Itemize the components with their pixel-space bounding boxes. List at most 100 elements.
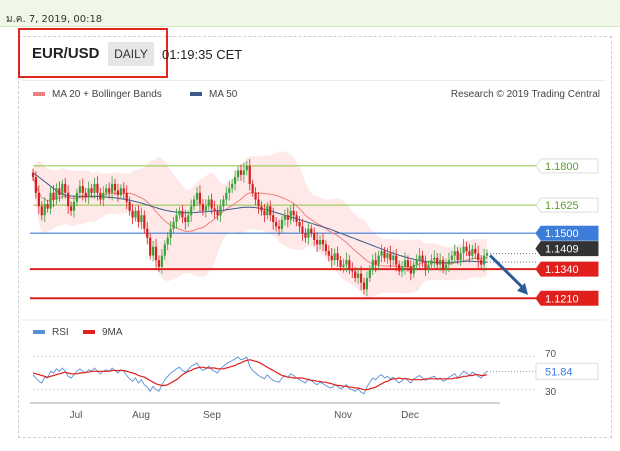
candle-body: [395, 255, 398, 265]
level-tag-bg: [535, 225, 599, 241]
candle-body: [307, 228, 310, 238]
forecast-arrow-shaft: [488, 254, 527, 291]
candle-body: [137, 210, 140, 222]
candle-body: [304, 233, 307, 238]
candle-body: [163, 244, 166, 256]
candle-body: [424, 262, 427, 270]
candle-body: [236, 170, 240, 178]
candle-body: [447, 260, 451, 265]
candle-body: [181, 210, 184, 218]
candle-body: [427, 264, 430, 270]
rsi-legend-swatch: [33, 330, 45, 334]
candle-body: [310, 228, 313, 234]
candle-body: [192, 199, 196, 207]
candle-body: [383, 251, 386, 258]
level-tag-bg: [535, 241, 599, 257]
candle-body: [374, 260, 377, 265]
candle-body: [69, 206, 73, 211]
candle-body: [482, 255, 486, 265]
candle-body: [251, 183, 254, 193]
candle-body: [333, 253, 336, 261]
candle-body: [207, 199, 210, 207]
candle-body: [72, 201, 76, 211]
candle-body: [336, 253, 339, 261]
candle-body: [31, 172, 35, 178]
candle-body: [222, 199, 225, 207]
candle-body: [412, 264, 415, 274]
clock-time: 01:19:35 CET: [162, 47, 243, 62]
candle-body: [380, 251, 383, 256]
candle-body: [34, 177, 38, 193]
candle-body: [260, 206, 263, 211]
level-tag-text: 1.1500: [545, 228, 579, 240]
candle-body: [477, 253, 480, 261]
candle-body: [128, 201, 131, 211]
ma9-legend-label: 9MA: [102, 327, 123, 338]
candle-body: [354, 271, 357, 279]
ma9-legend-swatch: [83, 330, 95, 334]
candle-body: [339, 260, 342, 267]
candle-body: [409, 266, 412, 274]
period-badge[interactable]: DAILY: [108, 42, 154, 66]
candle-body: [99, 192, 102, 200]
candle-body: [90, 188, 93, 193]
candle-body: [96, 183, 99, 193]
legend-ma20-label: MA 20 + Bollinger Bands: [52, 89, 162, 100]
timestamp: ม.ค. 7, 2019, 00:18: [6, 14, 103, 25]
candle-body: [116, 190, 120, 196]
level-tag-bg: [535, 290, 599, 306]
candle-body: [52, 192, 55, 200]
x-tick-aug: Aug: [132, 410, 150, 421]
candle-body: [359, 273, 363, 283]
candle-body: [40, 206, 43, 216]
candle-body: [292, 210, 295, 216]
rsi-last-tag: 51.84: [535, 362, 599, 380]
candle-body: [78, 186, 81, 193]
x-tick-nov: Nov: [334, 410, 352, 421]
level-tag-bg: [535, 261, 599, 277]
candle-body: [64, 183, 67, 193]
candle-body: [178, 210, 181, 216]
candle-body: [418, 255, 421, 261]
rsi-plot: 51.84: [32, 355, 599, 395]
bollinger-band: [33, 151, 487, 298]
candle-body: [75, 192, 79, 202]
candle-body: [377, 255, 380, 265]
candle-body: [266, 206, 269, 216]
candle-body: [151, 246, 155, 256]
candle-body: [444, 264, 448, 270]
candle-body: [149, 237, 152, 256]
candle-body: [225, 192, 228, 200]
candle-body: [160, 255, 163, 267]
candle-body: [453, 251, 456, 256]
level-tag-text: 1.1800: [545, 161, 579, 173]
candle-body: [210, 199, 213, 209]
candle-body: [357, 273, 360, 279]
candle-body: [371, 260, 374, 270]
candle-body: [330, 255, 333, 261]
level-tag-bg: [535, 197, 599, 213]
candle-body: [450, 255, 453, 261]
level-tag-text: 1.1625: [545, 200, 579, 212]
candle-body: [462, 246, 465, 254]
level-tag-5: 1.1340: [535, 261, 599, 277]
level-tag-bg: [535, 158, 599, 174]
candle-body: [239, 170, 243, 175]
candle-body: [362, 282, 366, 290]
candle-body: [190, 206, 193, 216]
candle-body: [228, 188, 231, 193]
candle-body: [389, 253, 392, 261]
candle-body: [37, 192, 40, 207]
candle-body: [313, 233, 316, 240]
candle-body: [125, 192, 128, 202]
candle-body: [43, 204, 46, 216]
candle-body: [298, 221, 301, 227]
candle-body: [172, 221, 175, 229]
candle-body: [122, 188, 125, 193]
candle-body: [324, 244, 328, 252]
candle-body: [456, 251, 459, 261]
level-tag-1: 1.1625: [535, 197, 599, 213]
candle-body: [242, 170, 245, 175]
candle-body: [216, 210, 219, 216]
